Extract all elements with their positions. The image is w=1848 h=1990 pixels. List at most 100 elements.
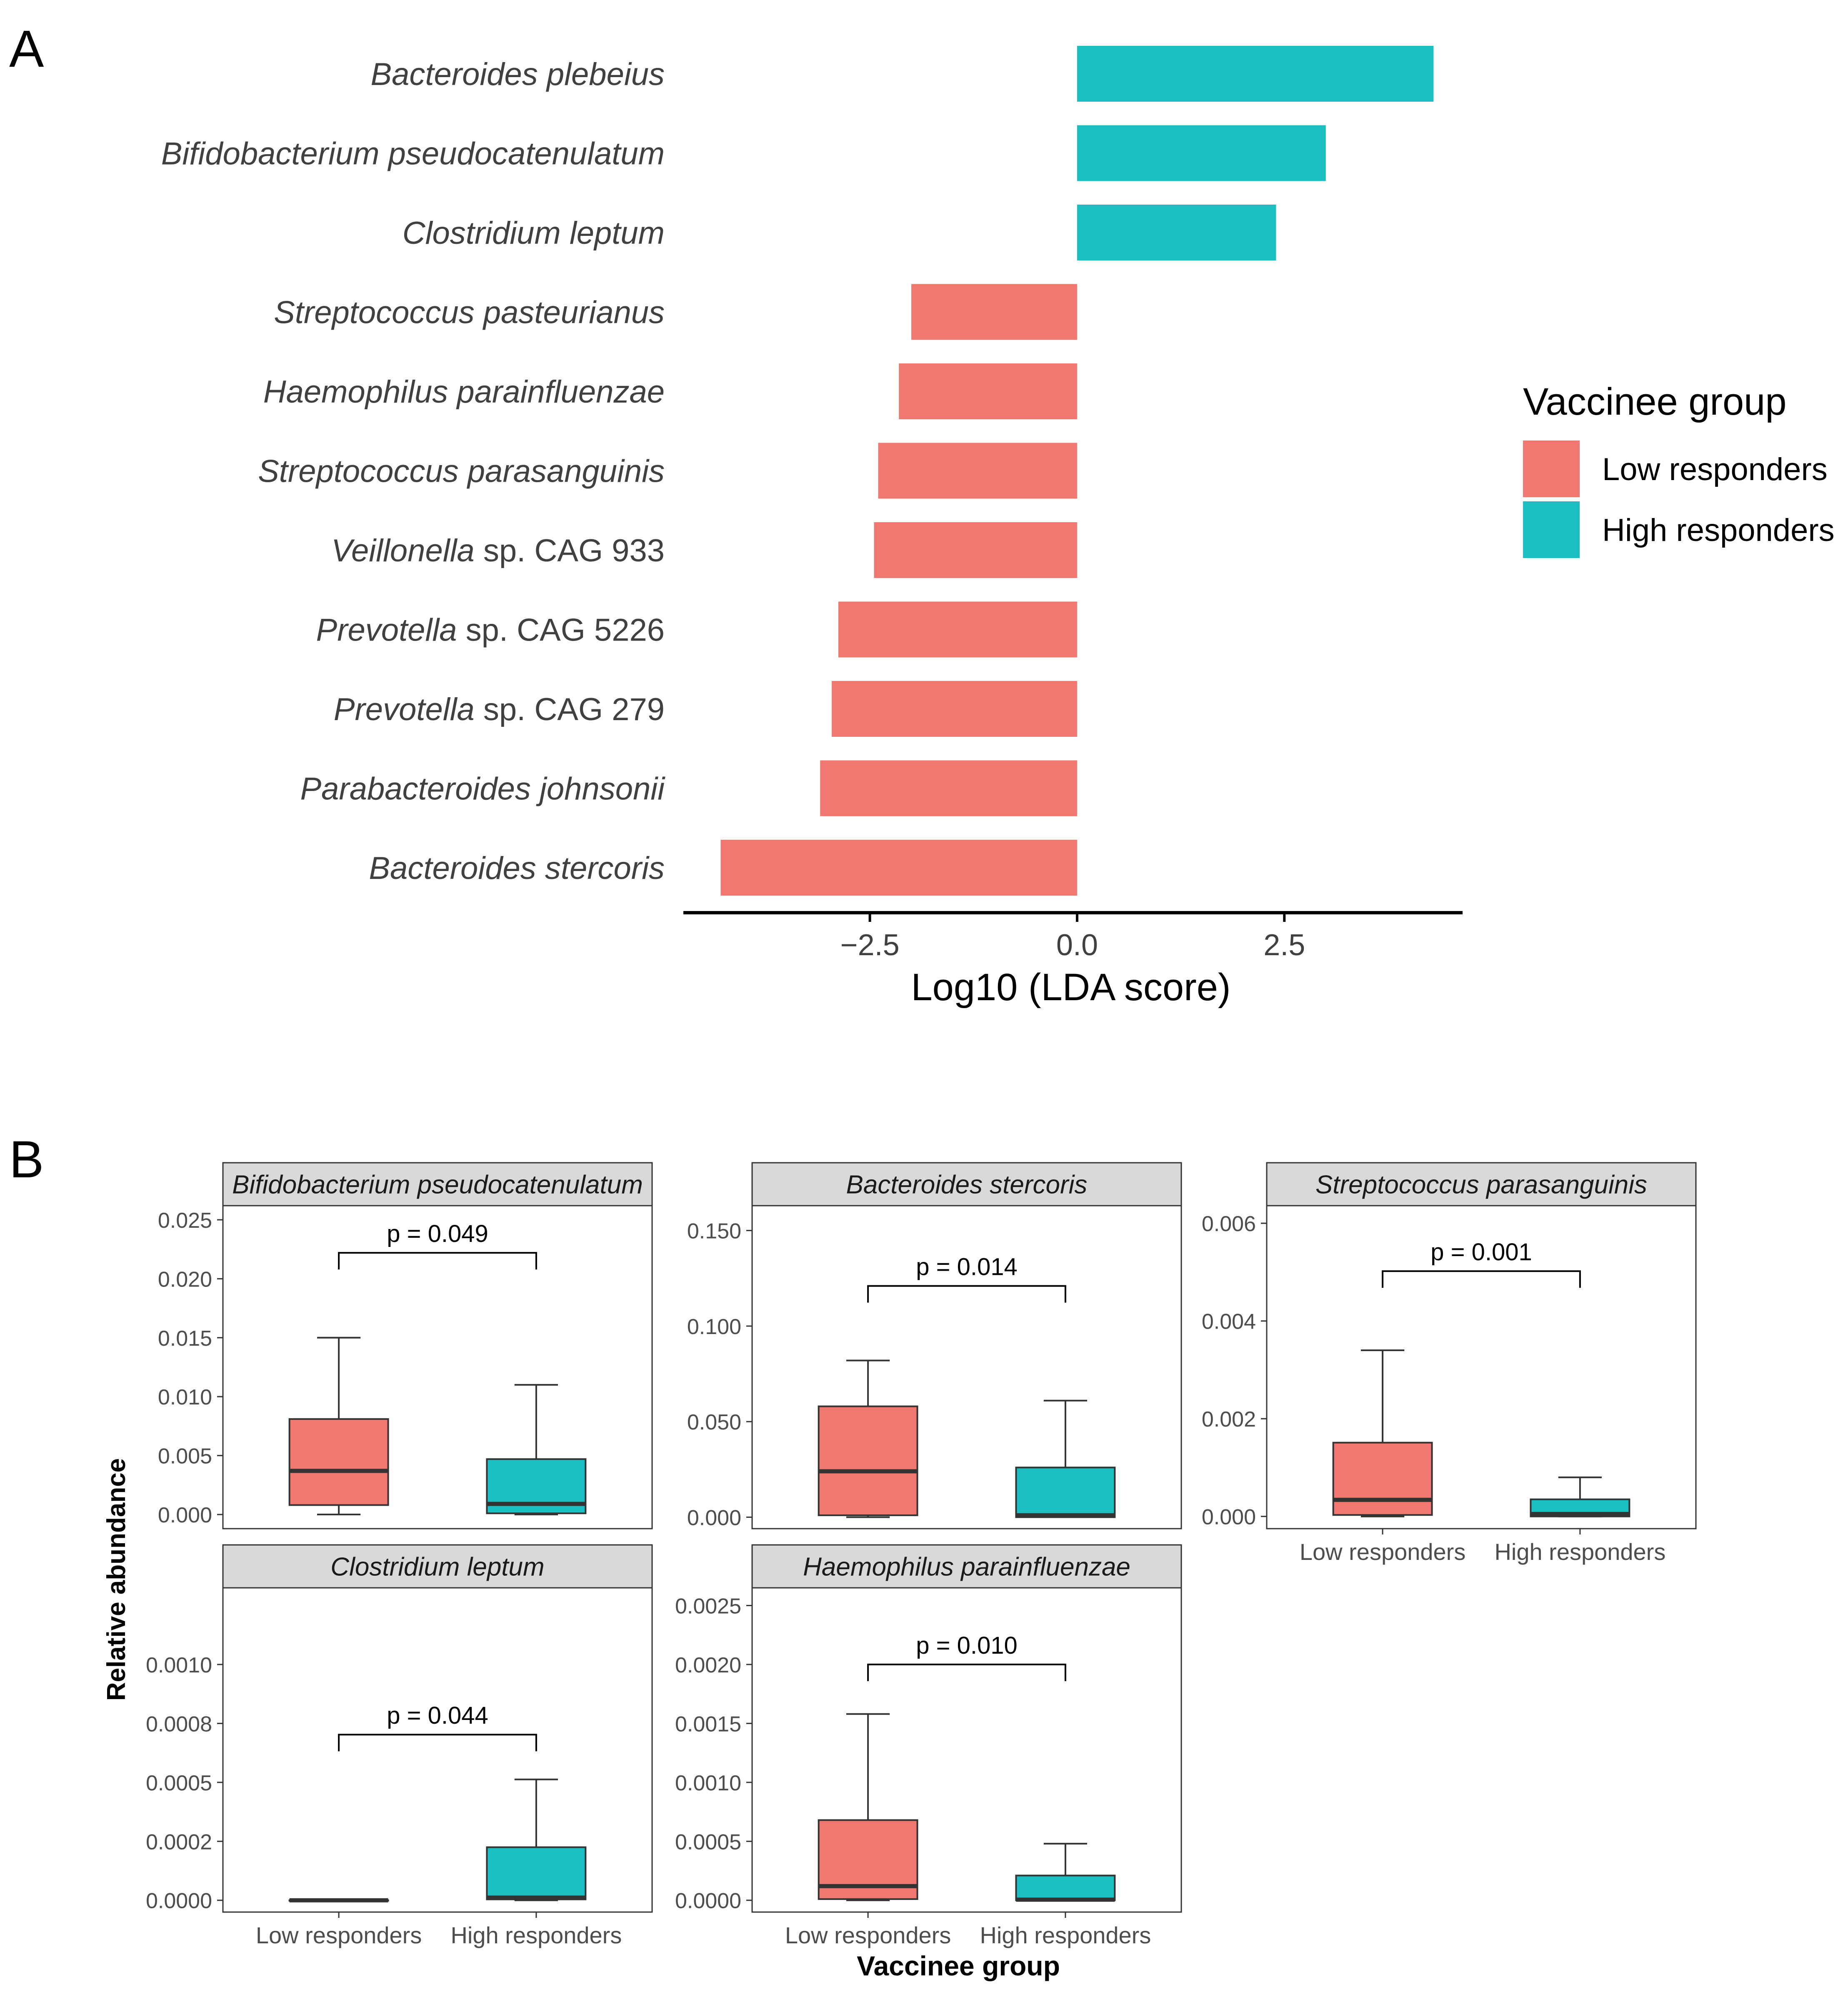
lda-bars	[720, 46, 1434, 896]
lda-bar	[720, 840, 1077, 896]
x-tick-label: High responders	[450, 1922, 622, 1948]
facet-panel: Bifidobacterium pseudocatenulatum 0.000 0.…	[158, 1162, 653, 1529]
lda-x-tick-label: 0.0	[1056, 929, 1098, 962]
legend-swatch-high	[1523, 501, 1580, 558]
lda-bar	[820, 760, 1077, 816]
lda-species-label: Streptococcus pasteurianus	[274, 295, 665, 330]
y-tick-label: 0.100	[687, 1315, 741, 1339]
facet-panel: Bacteroides stercoris 0.000 0.050 0.100 0.15…	[687, 1162, 1182, 1530]
panel-b-label: B	[9, 1131, 44, 1189]
lda-species-label: Bifidobacterium pseudocatenulatum	[161, 136, 665, 172]
y-tick-label: 0.0002	[146, 1830, 212, 1854]
facet-panel: Clostridium leptum 0.0000 0.0002 0.0005 0.00…	[146, 1544, 653, 1948]
y-tick-label: 0.002	[1202, 1407, 1256, 1432]
y-tick-label: 0.006	[1202, 1212, 1256, 1236]
facet-strip	[222, 1544, 653, 1589]
lda-x-axis-title: Log10 (LDA score)	[911, 966, 1230, 1009]
y-tick-label: 0.000	[158, 1503, 212, 1527]
y-tick-label: 0.0025	[675, 1594, 741, 1618]
significance-bracket	[867, 1285, 1066, 1303]
significance-bracket	[1382, 1270, 1581, 1288]
y-tick-label: 0.0005	[675, 1830, 741, 1854]
panel-a-lda-chart: A Bacteroides plebeius Bifidobacterium ps…	[9, 20, 1835, 1009]
y-tick-label: 0.0010	[675, 1771, 741, 1795]
y-tick-label: 0.0000	[675, 1889, 741, 1913]
facet-title: Haemophilus parainfluenzae	[803, 1553, 1130, 1582]
legend-label-high: High responders	[1602, 513, 1835, 548]
y-tick-label: 0.0020	[675, 1653, 741, 1677]
y-tick-label: 0.0008	[146, 1712, 212, 1736]
lda-bar	[832, 681, 1077, 737]
facet-strip	[751, 1544, 1182, 1589]
y-tick-label: 0.005	[158, 1444, 212, 1469]
y-axis-title: Relative abundance	[102, 1458, 131, 1701]
p-value-label: p = 0.049	[387, 1220, 488, 1247]
lda-x-ticks: −2.5 0.0 2.5	[840, 913, 1305, 962]
x-tick-label: Low responders	[256, 1922, 422, 1948]
facet-panel: Haemophilus parainfluenzae 0.0000 0.0005 0.…	[675, 1544, 1182, 1948]
significance-bracket	[338, 1252, 537, 1270]
facet-strip	[751, 1162, 1182, 1207]
lda-species-label: Parabacteroides johnsonii	[300, 771, 665, 807]
lda-species-label: Prevotella sp. CAG 279	[334, 692, 665, 727]
y-tick-label: 0.0010	[146, 1653, 212, 1677]
y-tick-label: 0.0015	[675, 1712, 741, 1736]
lda-species-label: Veillonella sp. CAG 933	[331, 533, 665, 568]
lda-species-label: Prevotella sp. CAG 5226	[316, 613, 665, 648]
lda-species-label: Bacteroides stercoris	[369, 851, 665, 886]
lda-bar	[1077, 205, 1276, 260]
x-tick-label: High responders	[1494, 1539, 1665, 1565]
facet-plot-area	[222, 1587, 653, 1913]
facet-title: Streptococcus parasanguinis	[1315, 1171, 1647, 1199]
lda-species-label: Streptococcus parasanguinis	[258, 454, 665, 489]
lda-x-tick-label: −2.5	[840, 929, 900, 962]
y-tick-label: 0.150	[687, 1219, 741, 1244]
y-tick-label: 0.000	[1202, 1505, 1256, 1529]
significance-bracket	[867, 1663, 1066, 1681]
p-value-label: p = 0.010	[916, 1632, 1018, 1659]
facet-strip	[1266, 1162, 1697, 1207]
facet-title: Clostridium leptum	[330, 1553, 544, 1582]
x-tick-label: Low responders	[1300, 1539, 1465, 1565]
box-high	[1015, 1875, 1116, 1901]
y-tick-label: 0.020	[158, 1267, 212, 1292]
panel-a-label: A	[9, 20, 44, 78]
x-tick-label: Low responders	[785, 1922, 951, 1948]
x-tick-label: High responders	[980, 1922, 1151, 1948]
lda-bar	[899, 363, 1077, 419]
lda-bar	[911, 284, 1077, 340]
p-value-label: p = 0.014	[916, 1254, 1018, 1281]
box-high	[1015, 1467, 1116, 1518]
facet-strip	[222, 1162, 653, 1207]
p-value-label: p = 0.044	[387, 1702, 488, 1729]
y-tick-label: 0.0005	[146, 1771, 212, 1795]
significance-bracket	[338, 1734, 537, 1752]
y-tick-label: 0.004	[1202, 1310, 1256, 1334]
lda-species-label: Haemophilus parainfluenzae	[263, 374, 665, 410]
y-tick-label: 0.015	[158, 1327, 212, 1351]
box-high	[486, 1846, 587, 1900]
y-tick-label: 0.0000	[146, 1889, 212, 1913]
facets: Bifidobacterium pseudocatenulatum 0.000 0.…	[146, 1162, 1697, 1948]
facet-plot-area	[222, 1205, 653, 1529]
box-low	[288, 1418, 389, 1506]
lda-bar	[838, 601, 1077, 658]
lda-bar	[1077, 125, 1326, 181]
panel-b-boxplots: B Relative abundance Vaccinee group Bifi…	[9, 1131, 1697, 1981]
lda-species-label: Clostridium leptum	[403, 215, 665, 251]
y-tick-label: 0.050	[687, 1410, 741, 1434]
legend: Vaccinee group Low responders High respo…	[1523, 380, 1835, 558]
box-low	[1332, 1442, 1433, 1516]
lda-species-labels: Bacteroides plebeius Bifidobacterium pseu…	[161, 57, 665, 886]
lda-bar	[1077, 46, 1434, 102]
box-low	[818, 1405, 918, 1516]
lda-species-label: Bacteroides plebeius	[370, 57, 665, 92]
facet-title: Bacteroides stercoris	[846, 1171, 1088, 1199]
facet-panel: Streptococcus parasanguinis 0.000 0.002 0.0…	[1202, 1162, 1697, 1565]
y-tick-label: 0.010	[158, 1385, 212, 1409]
y-tick-label: 0.025	[158, 1209, 212, 1233]
legend-swatch-low	[1523, 441, 1580, 497]
lda-bar	[874, 522, 1077, 578]
x-axis-title: Vaccinee group	[857, 1950, 1060, 1981]
